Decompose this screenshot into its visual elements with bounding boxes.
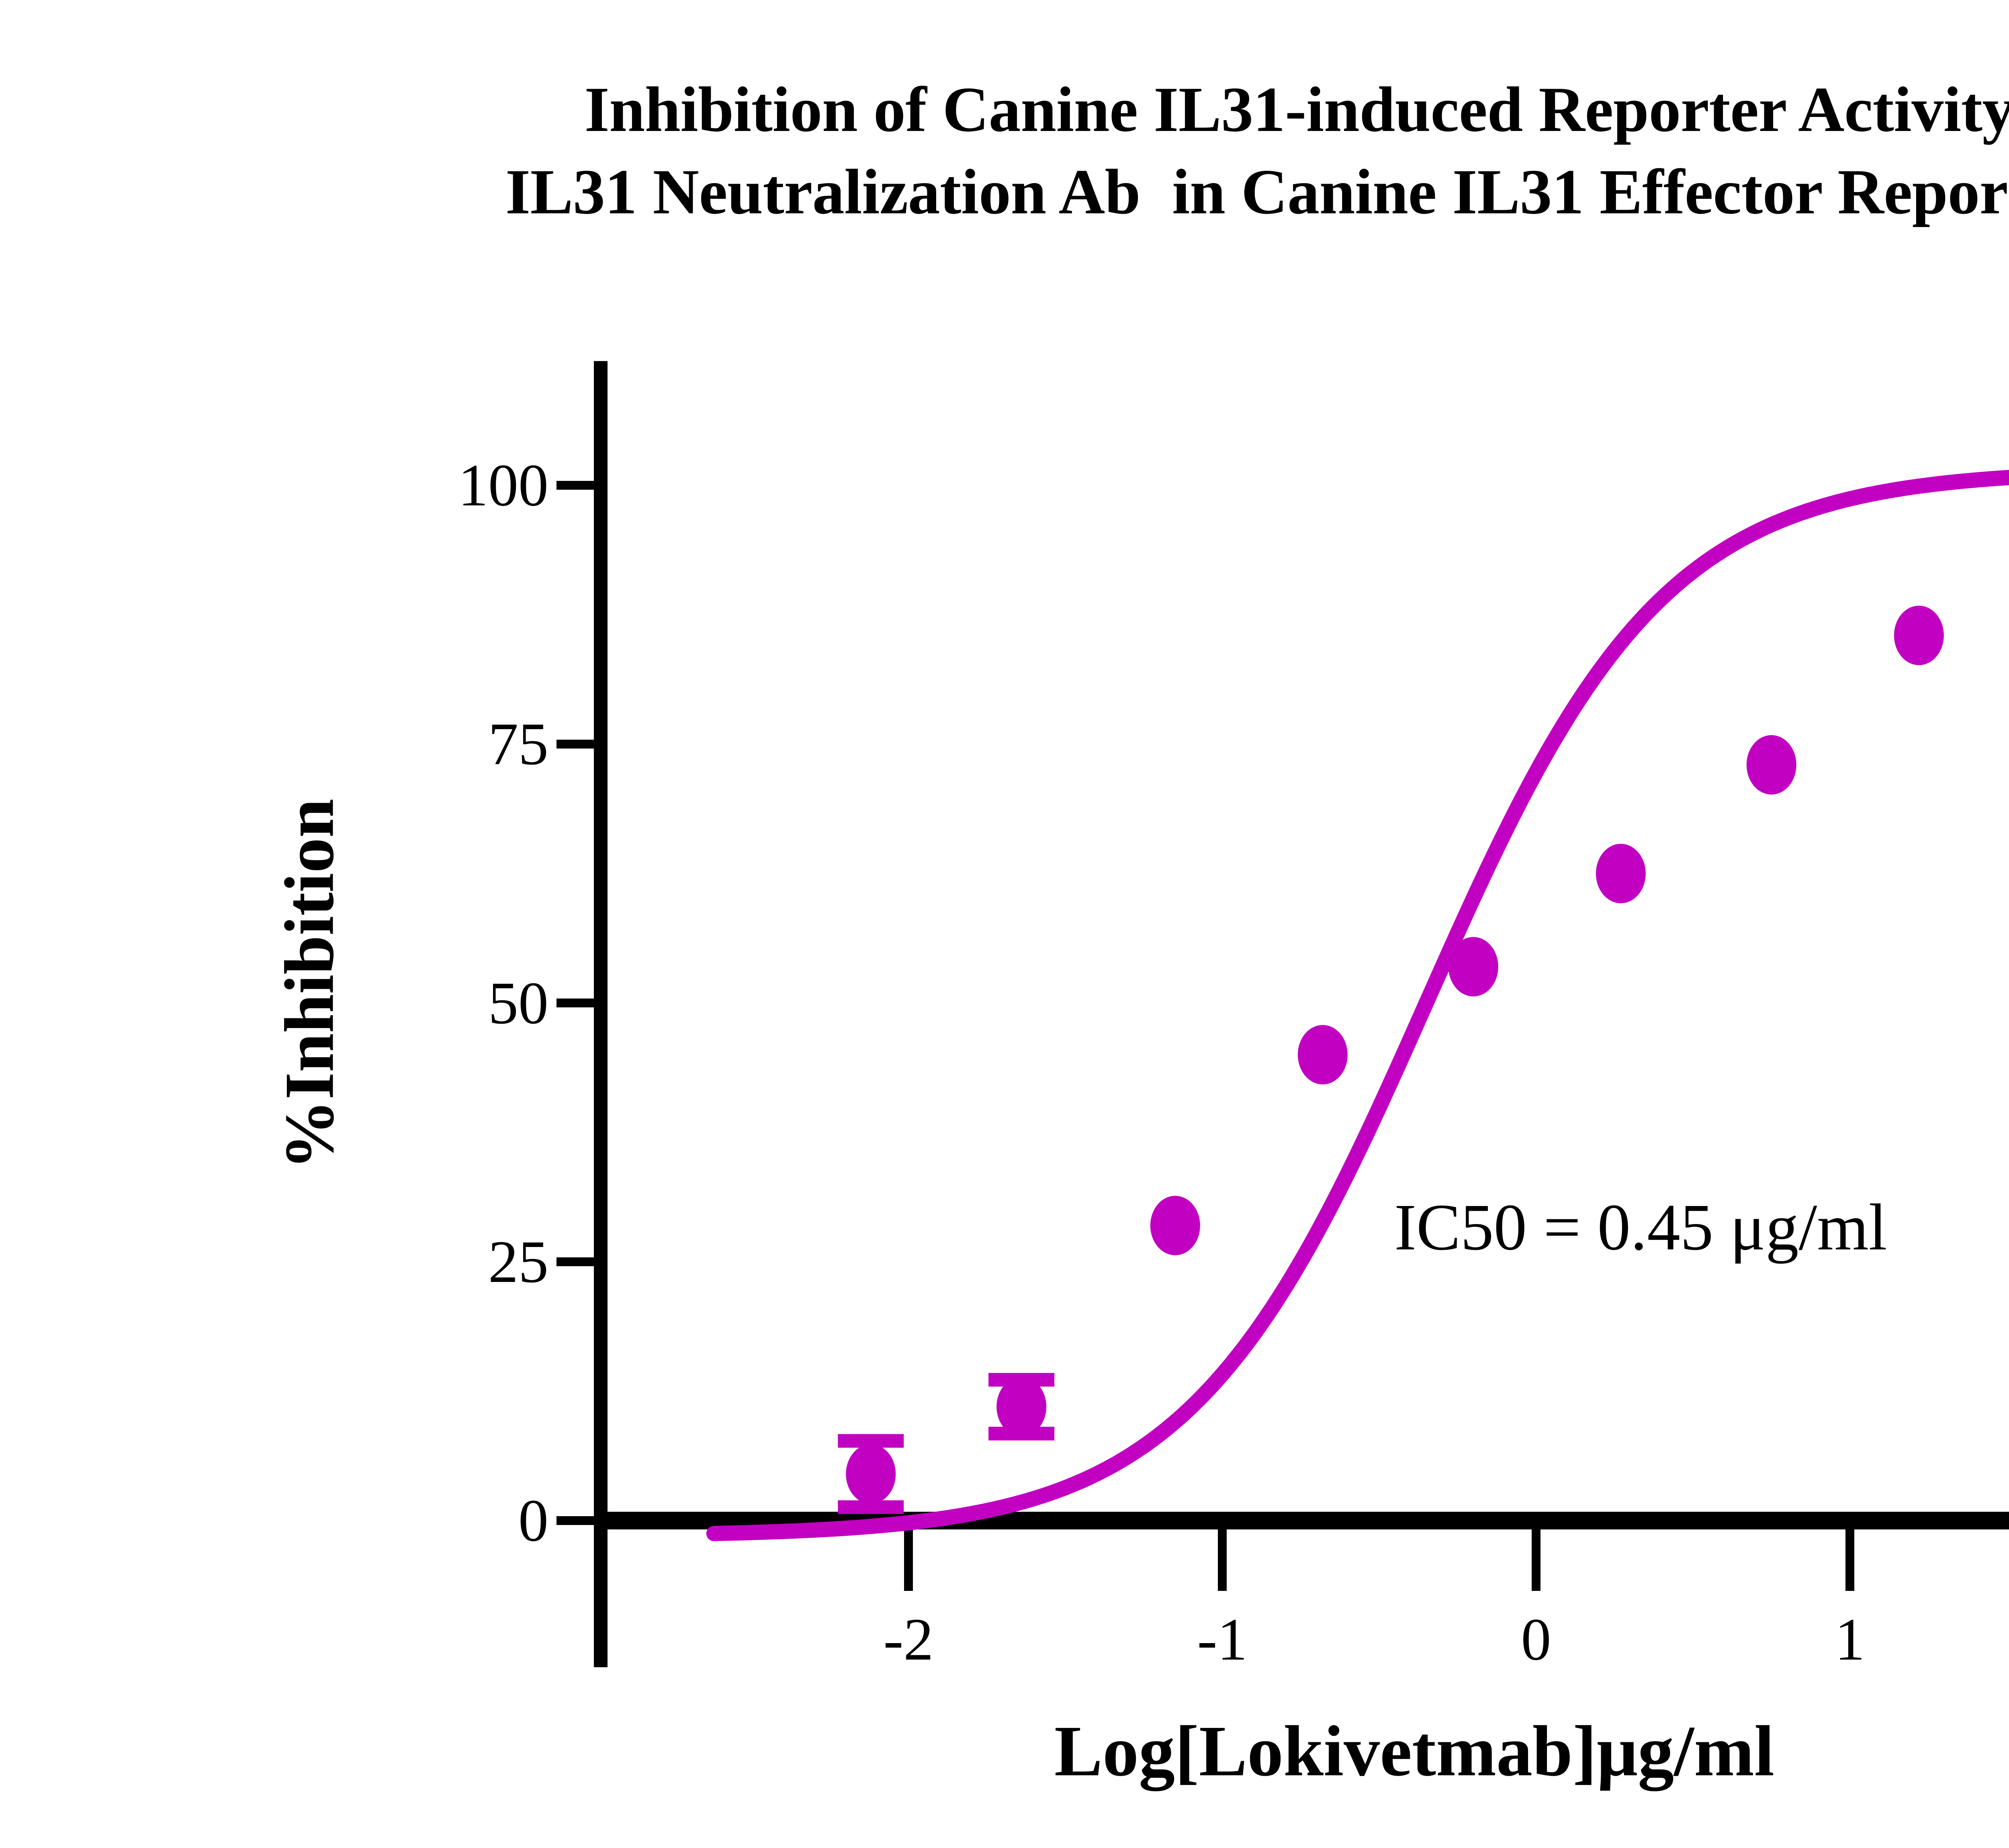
- data-point-marker-0[interactable]: [846, 1444, 896, 1504]
- ic50-annotation: IC50 = 0.45 μg/ml: [1394, 1190, 1887, 1264]
- chart-title-line-1: Inhibition of Canine IL31-induced Report…: [584, 74, 2009, 145]
- y-tick-label-2: 50: [488, 969, 548, 1036]
- data-point-marker-3[interactable]: [1297, 1025, 1348, 1085]
- y-tick-label-1: 25: [488, 1228, 548, 1295]
- chart-title: Inhibition of Canine IL31-induced Report…: [0, 68, 2009, 233]
- axis-group: [556, 361, 2009, 1667]
- data-point-group: [846, 605, 1944, 1504]
- x-tick-label-0: -2: [883, 1606, 934, 1673]
- data-point-marker-7[interactable]: [1894, 605, 1944, 665]
- x-tick-label-3: 1: [1835, 1606, 1865, 1673]
- data-point-marker-5[interactable]: [1596, 844, 1646, 904]
- fit-curve: [706, 470, 2009, 1541]
- data-point-marker-2[interactable]: [1150, 1196, 1200, 1255]
- y-tick-label-0: 0: [518, 1487, 548, 1554]
- data-point-marker-1[interactable]: [996, 1377, 1047, 1437]
- fit-curve-group: [706, 470, 2009, 1541]
- y-tick-label-3: 75: [488, 711, 548, 778]
- data-point-marker-6[interactable]: [1746, 735, 1796, 795]
- x-tick-label-2: 0: [1521, 1606, 1551, 1673]
- data-point-marker-4[interactable]: [1448, 937, 1498, 997]
- y-axis-title: %Inhibition: [270, 798, 348, 1170]
- x-tick-label-1: -1: [1197, 1606, 1248, 1673]
- y-tick-label-4: 100: [458, 452, 548, 519]
- chart-title-line-2: IL31 Neutralization Ab in Canine IL31 Ef…: [505, 155, 2009, 227]
- x-axis-title: Log[Lokivetmab]μg/ml: [1054, 1711, 1775, 1791]
